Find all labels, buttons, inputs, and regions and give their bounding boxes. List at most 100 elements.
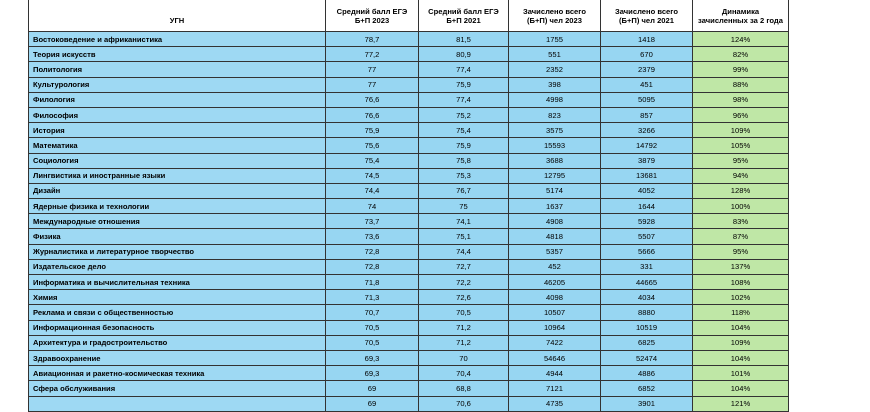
table-cell: 70,5 <box>418 304 509 321</box>
row-label: История <box>28 122 326 139</box>
table-cell: 4818 <box>508 228 601 245</box>
table-cell: 72,6 <box>418 289 509 306</box>
table-cell: 398 <box>508 76 601 93</box>
table-cell: 4886 <box>600 365 693 382</box>
table-cell: 13681 <box>600 167 693 184</box>
table-cell: 100% <box>692 198 789 215</box>
table-cell: 7422 <box>508 334 601 351</box>
row-label: Международные отношения <box>28 213 326 230</box>
row-label: Культурология <box>28 76 326 93</box>
table-row: Социология 75,4 75,8 3688 3879 95% <box>28 152 789 169</box>
table-cell: 69 <box>325 395 419 412</box>
table-cell: 3266 <box>600 122 693 139</box>
row-label: Дизайн <box>28 182 326 200</box>
row-label: Математика <box>28 137 326 154</box>
table-cell: 75,8 <box>418 152 509 169</box>
table-cell: 109% <box>692 122 789 139</box>
table-cell: 81,5 <box>418 30 509 48</box>
row-label: Философия <box>28 106 326 124</box>
header-cell: Средний балл ЕГЭ Б+П 2021 <box>418 0 509 32</box>
table-cell: 74 <box>325 198 419 215</box>
table-cell: 15593 <box>508 137 601 154</box>
table-cell: 102% <box>692 289 789 306</box>
table-row: Архитектура и градостроительство 70,5 71,2… <box>28 334 789 351</box>
table-cell: 69,3 <box>325 365 419 382</box>
table-cell: 7121 <box>508 380 601 397</box>
row-label: Издательское дело <box>28 258 326 276</box>
table-cell: 3879 <box>600 152 693 169</box>
table-cell: 124% <box>692 30 789 48</box>
row-label: Теория искусств <box>28 46 326 63</box>
table-cell: 72,8 <box>325 243 419 260</box>
table-cell: 98% <box>692 91 789 108</box>
table-cell: 108% <box>692 273 789 291</box>
table-cell <box>28 395 326 412</box>
header-cell: Динамика зачисленных за 2 года <box>692 0 789 32</box>
table-cell: 118% <box>692 304 789 321</box>
table-cell: 104% <box>692 319 789 336</box>
table-cell: 72,2 <box>418 273 509 291</box>
table-cell: 76,6 <box>325 106 419 124</box>
table-cell: 452 <box>508 258 601 276</box>
table-cell: 6825 <box>600 334 693 351</box>
table-body: Востоковедение и африканистика 78,7 81,5 17… <box>28 30 789 412</box>
table-container: УГН Средний балл ЕГЭ Б+П 2023 Средний балл… <box>28 0 789 412</box>
table-cell: 2379 <box>600 61 693 78</box>
table-cell: 83% <box>692 213 789 230</box>
table-cell: 5174 <box>508 182 601 200</box>
table-cell: 77,4 <box>418 61 509 78</box>
table-cell: 1644 <box>600 198 693 215</box>
table-row: Информатика и вычислительная техника 71,8… <box>28 273 789 291</box>
row-label: Социология <box>28 152 326 169</box>
table: УГН Средний балл ЕГЭ Б+П 2023 Средний балл… <box>28 0 789 412</box>
table-cell: 46205 <box>508 273 601 291</box>
table-cell: 451 <box>600 76 693 93</box>
table-row: Физика 73,6 75,1 4818 5507 87% <box>28 228 789 245</box>
header-cell: Средний балл ЕГЭ Б+П 2023 <box>325 0 419 32</box>
table-cell: 128% <box>692 182 789 200</box>
table-cell: 1418 <box>600 30 693 48</box>
table-cell: 71,3 <box>325 289 419 306</box>
row-label: Информационная безопасность <box>28 319 326 336</box>
table-cell: 72,8 <box>325 258 419 276</box>
table-row: Культурология 77 75,9 398 451 88% <box>28 76 789 93</box>
row-label: Сфера обслуживания <box>28 380 326 397</box>
table-cell: 104% <box>692 349 789 367</box>
table-cell: 75,1 <box>418 228 509 245</box>
table-row: Информационная безопасность 70,5 71,2 10964… <box>28 319 789 336</box>
table-cell: 5357 <box>508 243 601 260</box>
row-label: Авиационная и ракетно-космическая техник… <box>28 365 326 382</box>
table-cell: 96% <box>692 106 789 124</box>
table-cell: 87% <box>692 228 789 245</box>
table-cell: 2352 <box>508 61 601 78</box>
table-cell: 10519 <box>600 319 693 336</box>
row-label: Лингвистика и иностранные языки <box>28 167 326 184</box>
table-row: Лингвистика и иностранные языки 74,5 75,3 1… <box>28 167 789 184</box>
table-cell: 68,8 <box>418 380 509 397</box>
table-cell: 4908 <box>508 213 601 230</box>
table-row: Химия 71,3 72,6 4098 4034 102% <box>28 289 789 306</box>
table-cell: 74,4 <box>325 182 419 200</box>
table-cell: 8880 <box>600 304 693 321</box>
table-row: Международные отношения 73,7 74,1 4908 5928 8… <box>28 213 789 230</box>
table-cell: 75,4 <box>418 122 509 139</box>
table-cell: 70,5 <box>325 319 419 336</box>
table-cell: 137% <box>692 258 789 276</box>
row-label: Политология <box>28 61 326 78</box>
table-cell: 71,8 <box>325 273 419 291</box>
header-cell: УГН <box>28 0 326 32</box>
table-cell: 10507 <box>508 304 601 321</box>
table-cell: 331 <box>600 258 693 276</box>
row-label: Филология <box>28 91 326 108</box>
table-row: Журналистика и литературное творчество 72… <box>28 243 789 260</box>
table-cell: 77 <box>325 61 419 78</box>
table-cell: 74,1 <box>418 213 509 230</box>
table-cell: 95% <box>692 152 789 169</box>
table-cell: 73,6 <box>325 228 419 245</box>
table-cell: 3901 <box>600 395 693 412</box>
table-cell: 75,2 <box>418 106 509 124</box>
row-label: Информатика и вычислительная техника <box>28 273 326 291</box>
table-cell: 69,3 <box>325 349 419 367</box>
table-cell: 3575 <box>508 122 601 139</box>
table-cell: 76,6 <box>325 91 419 108</box>
